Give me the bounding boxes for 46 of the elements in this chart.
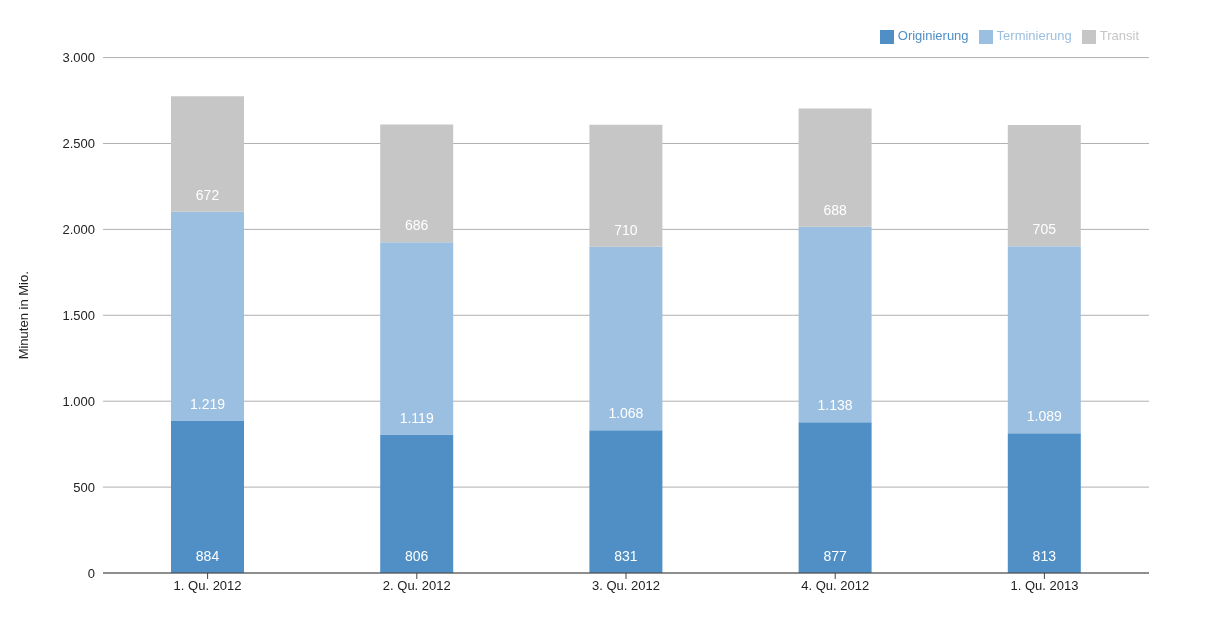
data-label: 1.119 [399,409,434,426]
bar [380,434,454,573]
y-tick-label: 0 [87,565,95,581]
bar [589,246,663,431]
data-label: 831 [614,548,638,564]
y-tick-label: 2.500 [62,136,95,152]
bar [798,226,872,423]
x-tick-label: 3. Qu. 2012 [592,578,660,594]
legend-label: Transit [1099,28,1139,43]
data-label: 705 [1032,221,1057,238]
bar [1007,246,1081,434]
data-label: 686 [405,217,429,234]
y-tick-label: 3.000 [62,50,95,66]
data-label: 1.089 [1026,408,1063,425]
y-axis-title: Minuten in Mio. [15,271,31,360]
bar [380,124,454,243]
data-label: 688 [823,201,847,218]
bar [589,124,663,247]
data-label: 1.219 [189,396,226,413]
y-tick-label: 500 [73,479,95,495]
bar [171,421,244,573]
data-label: 710 [614,221,638,238]
bar [380,242,454,435]
bar [171,96,244,212]
data-label: 672 [195,186,220,203]
data-label: 1.068 [608,405,644,422]
y-tick-label: 1.000 [62,393,95,409]
data-label: 1.138 [817,397,853,414]
bar [798,108,872,227]
data-label: 806 [405,548,429,564]
bar [1007,433,1081,573]
y-tick-label: 2.000 [62,221,95,237]
y-tick-label: 1.500 [62,307,95,323]
x-tick-label: 1. Qu. 2013 [1010,578,1079,594]
legend-label: Originierung [897,28,969,43]
data-label: 877 [823,548,847,564]
x-tick-label: 4. Qu. 2012 [801,578,870,594]
x-tick-label: 1. Qu. 2012 [173,578,242,594]
x-tick-label: 2. Qu. 2012 [382,578,451,594]
legend-label: Terminierung [996,28,1072,43]
bar [798,422,872,573]
data-label: 884 [195,548,220,564]
data-label: 813 [1032,548,1057,564]
bar [589,430,663,573]
bar [1007,125,1081,247]
bar [171,211,244,422]
